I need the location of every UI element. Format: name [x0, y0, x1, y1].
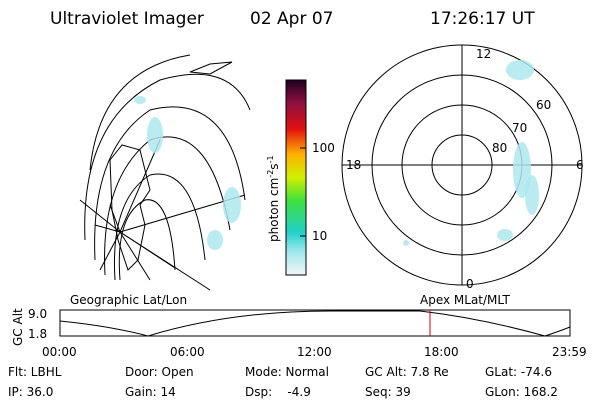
- timeline-y-tick: 1.8: [28, 327, 47, 341]
- status-field: Seq: 39: [365, 385, 411, 399]
- timeline-y-label: GC Alt: [11, 308, 25, 346]
- lat-label: 70: [512, 121, 527, 135]
- status-field: GC Alt: 7.8 Re: [365, 365, 449, 379]
- hour-label: 6: [576, 158, 584, 172]
- timeline: Geographic Lat/Lon Apex MLat/MLT GC Alt …: [11, 293, 587, 359]
- date: 02 Apr 07: [250, 9, 333, 29]
- timeline-y-tick: 9.0: [28, 307, 47, 321]
- hour-label: 18: [346, 158, 361, 172]
- colorbar-scale: [285, 79, 307, 276]
- title: Ultraviolet Imager: [50, 9, 204, 29]
- status-field: Door: Open: [125, 365, 194, 379]
- status-field: GLon: 168.2: [485, 385, 558, 399]
- timeline-x-tick: 23:59: [552, 345, 587, 359]
- time: 17:26:17 UT: [430, 9, 535, 29]
- timeline-x-tick: 18:00: [424, 345, 459, 359]
- status-field: Gain: 14: [125, 385, 176, 399]
- colorbar: 100 10 photon cm-2s-1: [266, 79, 335, 276]
- timeline-x-tick: 12:00: [297, 345, 332, 359]
- hour-label: 12: [476, 47, 491, 61]
- polar-plot: 12 18 6 0 60 70 80: [341, 44, 584, 291]
- status-field: Flt: LBHL: [8, 365, 62, 379]
- timeline-x-tick: 06:00: [170, 345, 205, 359]
- timeline-left-title: Geographic Lat/Lon: [70, 293, 187, 307]
- status-field: Dsp: -4.9: [245, 385, 311, 399]
- status-field: IP: 36.0: [8, 385, 53, 399]
- colorbar-tick: 10: [312, 229, 327, 243]
- colorbar-label: photon cm-2s-1: [266, 155, 281, 242]
- timeline-x-tick: 00:00: [42, 345, 77, 359]
- status-field: Mode: Normal: [245, 365, 329, 379]
- timeline-right-title: Apex MLat/MLT: [420, 293, 510, 307]
- lat-label: 80: [492, 141, 507, 155]
- geographic-map: [79, 54, 251, 291]
- colorbar-tick: 100: [312, 141, 335, 155]
- status-info: Flt: LBHL Door: Open Mode: Normal GC Alt: 7…: [8, 365, 558, 399]
- lat-label: 60: [536, 98, 551, 112]
- hour-label: 0: [466, 277, 474, 291]
- status-field: GLat: -74.6: [485, 365, 552, 379]
